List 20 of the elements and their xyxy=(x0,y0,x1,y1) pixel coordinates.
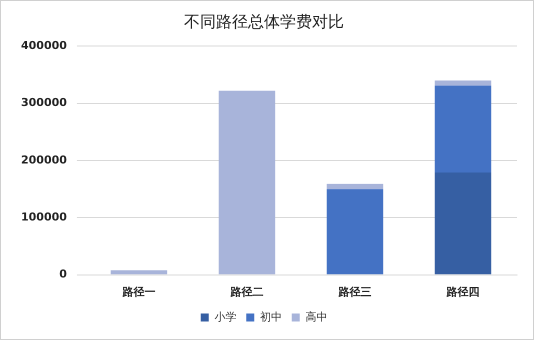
bar xyxy=(326,189,384,274)
legend-label: 高中 xyxy=(305,310,328,324)
x-tick-label: 路径一 xyxy=(121,285,156,298)
y-tick-label: 200000 xyxy=(20,153,68,166)
x-tick-label: 路径二 xyxy=(229,285,264,298)
x-tick-label: 路径四 xyxy=(445,285,480,298)
y-tick-label: 300000 xyxy=(20,96,68,110)
bar xyxy=(434,172,492,274)
bar xyxy=(326,184,384,190)
y-tick-label: 400000 xyxy=(20,39,68,52)
legend-label: 初中 xyxy=(260,310,282,324)
chart-title: 不同路径总体学费对比 xyxy=(184,12,344,31)
bar xyxy=(218,90,276,274)
y-tick-label: 0 xyxy=(59,268,68,281)
bar xyxy=(110,270,168,274)
bar xyxy=(434,86,492,172)
x-tick-label: 路径三 xyxy=(337,285,372,298)
legend-label: 小学 xyxy=(214,310,236,324)
bar xyxy=(434,80,492,86)
y-tick-label: 100000 xyxy=(20,210,68,224)
